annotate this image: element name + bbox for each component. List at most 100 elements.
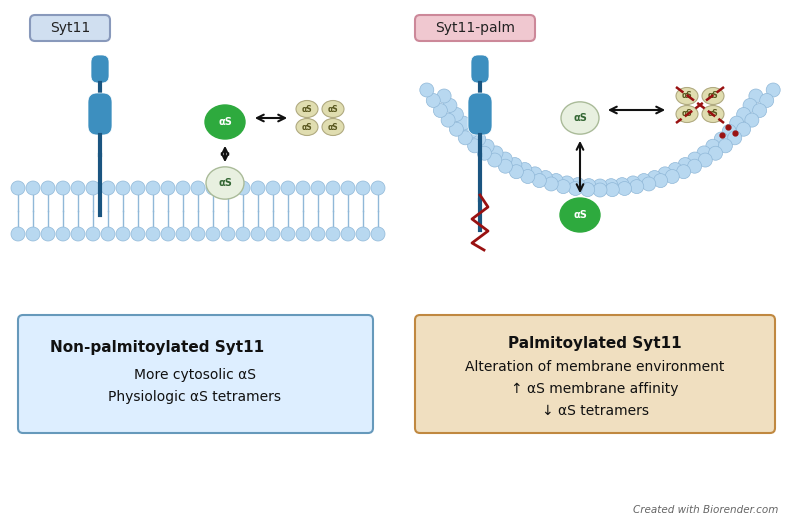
Circle shape [647,170,662,185]
Circle shape [753,104,766,117]
Text: αS: αS [682,110,692,118]
Ellipse shape [322,101,344,117]
Circle shape [311,227,325,241]
Circle shape [498,159,512,173]
Text: Syt11-palm: Syt11-palm [435,21,515,35]
Circle shape [615,178,629,191]
Circle shape [71,181,85,195]
Text: Alteration of membrane environment: Alteration of membrane environment [466,360,725,374]
Circle shape [730,116,744,130]
FancyBboxPatch shape [415,15,535,41]
Circle shape [443,98,457,113]
Circle shape [538,170,553,185]
Circle shape [131,181,145,195]
Ellipse shape [702,87,724,105]
Circle shape [697,146,711,160]
Text: Palmitoylated Syt11: Palmitoylated Syt11 [508,336,682,351]
Circle shape [86,227,100,241]
FancyBboxPatch shape [91,55,109,83]
Circle shape [760,94,774,107]
Circle shape [745,113,759,127]
Circle shape [606,183,619,197]
Circle shape [296,227,310,241]
Text: Physiologic αS tetramers: Physiologic αS tetramers [109,390,282,404]
Ellipse shape [560,198,600,232]
FancyBboxPatch shape [30,15,110,41]
Circle shape [706,139,720,153]
Circle shape [714,132,728,146]
Circle shape [593,179,607,193]
Circle shape [488,153,502,167]
Circle shape [737,107,750,122]
Text: Syt11: Syt11 [50,21,90,35]
Circle shape [437,89,451,103]
Circle shape [718,139,732,153]
Circle shape [678,158,692,171]
Text: αS: αS [328,123,338,132]
Circle shape [131,227,145,241]
Text: αS: αS [573,210,587,220]
Circle shape [571,178,585,191]
Circle shape [549,174,563,188]
Circle shape [743,98,757,113]
Circle shape [26,181,40,195]
Circle shape [688,152,702,166]
Circle shape [176,181,190,195]
Text: ↑ αS membrane affinity: ↑ αS membrane affinity [511,382,678,396]
Circle shape [658,167,672,181]
Ellipse shape [676,105,698,123]
Ellipse shape [206,167,244,199]
Text: αS: αS [218,117,232,127]
Circle shape [688,159,702,173]
Circle shape [236,181,250,195]
Text: αS: αS [328,105,338,114]
Circle shape [604,179,618,193]
Circle shape [582,179,596,193]
Ellipse shape [561,102,599,134]
Circle shape [206,227,220,241]
Circle shape [221,181,235,195]
Circle shape [146,181,160,195]
Circle shape [41,181,55,195]
FancyBboxPatch shape [88,93,112,135]
Circle shape [11,227,25,241]
Circle shape [326,227,340,241]
Circle shape [528,167,542,181]
Text: αS: αS [573,113,587,123]
Circle shape [668,162,682,177]
Circle shape [266,181,280,195]
Circle shape [206,181,220,195]
Circle shape [458,131,472,145]
Circle shape [737,122,750,136]
Circle shape [728,131,742,145]
Text: αS: αS [302,123,312,132]
Circle shape [618,181,631,196]
Circle shape [556,179,570,194]
Ellipse shape [296,101,318,117]
Ellipse shape [676,87,698,105]
Circle shape [56,181,70,195]
Circle shape [56,227,70,241]
Circle shape [161,227,175,241]
Circle shape [498,152,512,166]
Circle shape [450,122,463,136]
Circle shape [161,181,175,195]
Circle shape [478,146,491,160]
Circle shape [266,227,280,241]
Text: αS: αS [218,178,232,188]
Circle shape [116,181,130,195]
Circle shape [176,227,190,241]
FancyBboxPatch shape [18,315,373,433]
Circle shape [356,181,370,195]
Circle shape [71,227,85,241]
Circle shape [434,104,447,117]
Circle shape [593,183,607,197]
Ellipse shape [702,105,724,123]
Text: αS: αS [302,105,312,114]
Circle shape [371,181,385,195]
Circle shape [101,227,115,241]
Circle shape [654,174,668,188]
Circle shape [560,176,574,190]
Circle shape [544,177,558,191]
FancyBboxPatch shape [471,55,489,83]
